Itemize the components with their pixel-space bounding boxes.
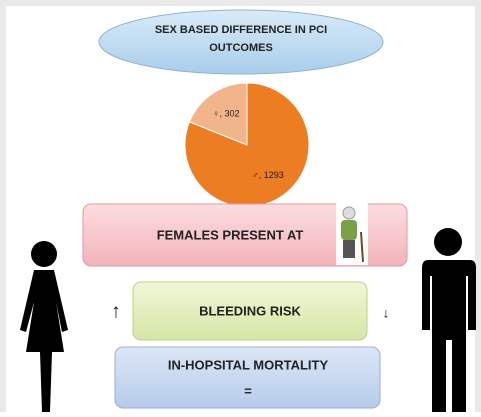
slice-label: ♀, 302 xyxy=(213,109,240,119)
elderly-woman-icon xyxy=(336,203,368,265)
slice-label: ♂, 1293 xyxy=(252,170,284,180)
box-text: BLEEDING RISK xyxy=(199,303,301,318)
up-arrow: ↑ xyxy=(111,300,121,322)
box-text: FEMALES PRESENT AT xyxy=(157,227,304,242)
box-text: IN-HOPSITAL MORTALITY xyxy=(168,357,329,372)
box xyxy=(115,347,380,408)
pie: ♀, 302 ♂, 1293 xyxy=(185,83,309,207)
equal-sign: = xyxy=(244,383,252,398)
infographic: SEX BASED DIFFERENCE IN PCIOUTCOMES ♀, 3… xyxy=(0,0,481,412)
down-arrow: ↓ xyxy=(383,305,390,321)
